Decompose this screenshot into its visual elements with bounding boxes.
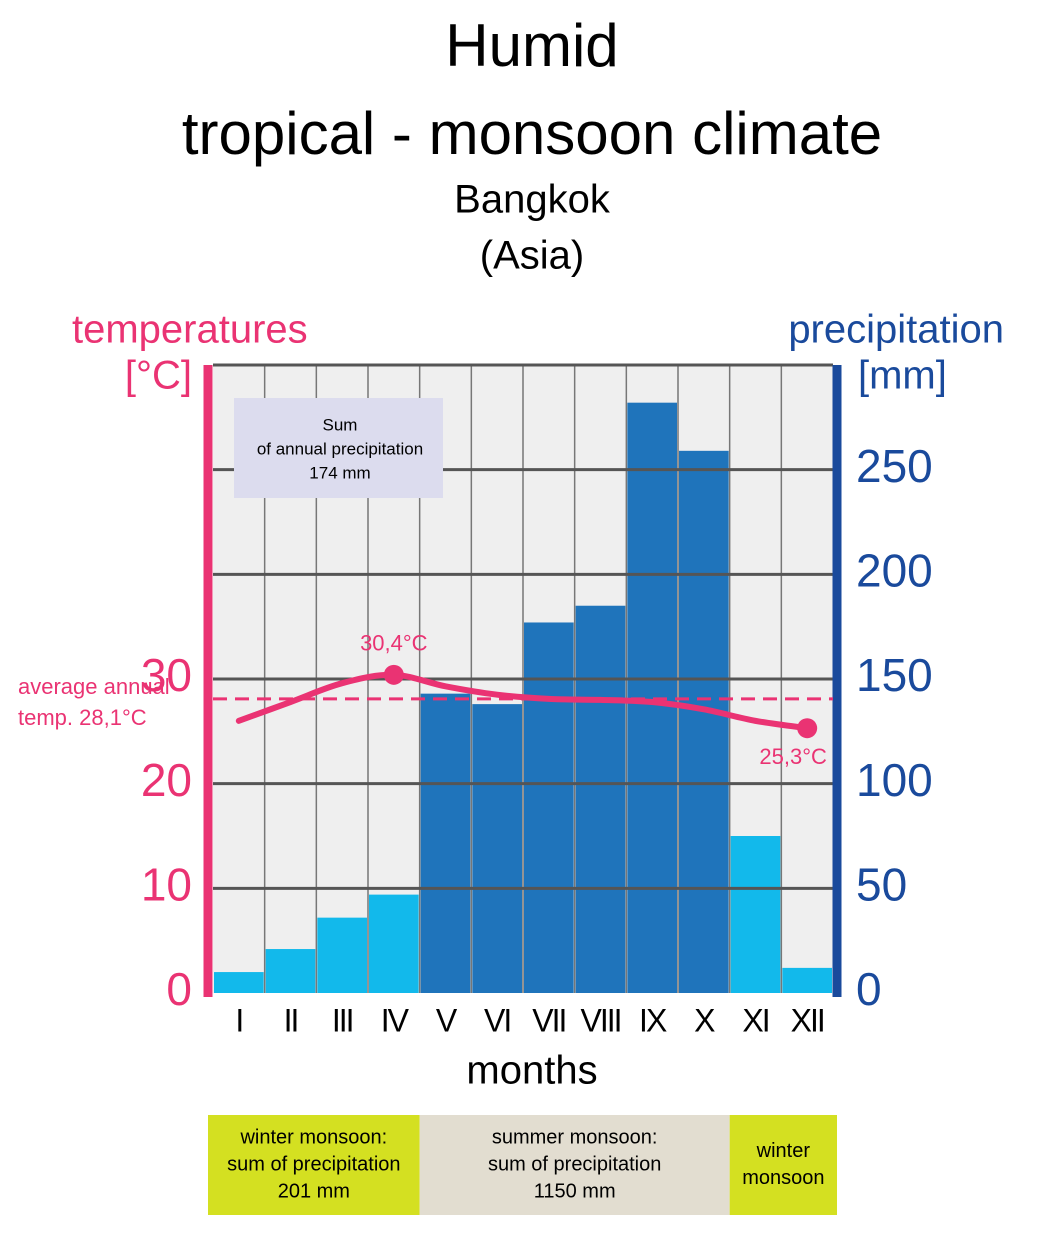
x-tick-label: III [332, 1002, 353, 1038]
monsoon-band [729, 1115, 837, 1215]
y2-tick-label: 250 [856, 440, 933, 492]
x-tick-label: VII [532, 1002, 565, 1038]
x-tick-label: XII [791, 1002, 824, 1038]
bar [524, 622, 574, 993]
x-tick-label: X [694, 1002, 715, 1038]
chart-subtitle: (Asia) [480, 234, 584, 278]
temperature-line [235, 671, 811, 732]
y2-tick-label: 50 [856, 858, 907, 910]
monsoon-band-text: monsoon [742, 1167, 824, 1189]
monsoon-band-text: sum of precipitation [227, 1153, 400, 1175]
monsoon-band-text: winter [756, 1140, 811, 1162]
y2-axis-unit: [mm] [858, 354, 947, 398]
sum-box-text: of annual precipitation [257, 439, 423, 458]
monsoon-band-text: 201 mm [278, 1180, 350, 1202]
y-tick-label: 20 [141, 754, 192, 806]
data-label: 30,4°C [360, 631, 428, 656]
bar [730, 836, 781, 993]
y-axis-unit: [°C] [125, 354, 192, 398]
bar [679, 450, 729, 993]
bar [265, 949, 316, 993]
sum-box-text: Sum [323, 415, 358, 434]
x-tick-label: VIII [580, 1002, 620, 1038]
bar [317, 917, 367, 993]
chart-subtitle: Bangkok [454, 178, 611, 222]
x-tick-label: I [235, 1002, 242, 1038]
y-tick-label: 10 [141, 858, 192, 910]
bar [782, 967, 832, 993]
x-tick-label: VI [484, 1002, 510, 1038]
average-label: average annual [18, 674, 170, 699]
bar [575, 605, 626, 993]
monsoon-band-text: winter monsoon: [239, 1126, 387, 1148]
bar [420, 693, 471, 993]
temperature-point [797, 718, 818, 739]
monsoon-band [208, 1115, 420, 1215]
temperature-point [383, 664, 404, 685]
sum-box [234, 398, 443, 498]
bar [214, 972, 264, 993]
x-tick-label: XI [742, 1002, 768, 1038]
monsoon-band-text: 1150 mm [534, 1180, 616, 1202]
y2-tick-label: 200 [856, 544, 933, 596]
x-tick-label: IX [639, 1002, 667, 1038]
x-tick-label: II [284, 1002, 298, 1038]
x-axis-title: months [466, 1049, 597, 1093]
y-tick-label: 0 [166, 963, 192, 1015]
y2-tick-label: 0 [856, 963, 882, 1015]
x-tick-label: V [436, 1002, 458, 1038]
monsoon-band-text: sum of precipitation [488, 1153, 661, 1175]
average-label: temp. 28,1°C [18, 705, 147, 730]
chart-title: Humid [445, 12, 618, 79]
y2-axis-title: precipitation [788, 308, 1004, 352]
x-tick-label: IV [381, 1002, 410, 1038]
monsoon-band-text: summer monsoon: [492, 1126, 658, 1148]
y-tick-label: 30 [141, 649, 192, 701]
data-label: 25,3°C [759, 744, 827, 769]
bar [472, 704, 522, 993]
monsoon-band [419, 1115, 730, 1215]
y-axis-title: temperatures [72, 308, 308, 352]
y2-tick-label: 100 [856, 754, 933, 806]
sum-box-text: 174 mm [309, 463, 370, 482]
bar [369, 894, 419, 993]
y2-tick-label: 150 [856, 649, 933, 701]
chart-title: tropical - monsoon climate [182, 100, 882, 167]
